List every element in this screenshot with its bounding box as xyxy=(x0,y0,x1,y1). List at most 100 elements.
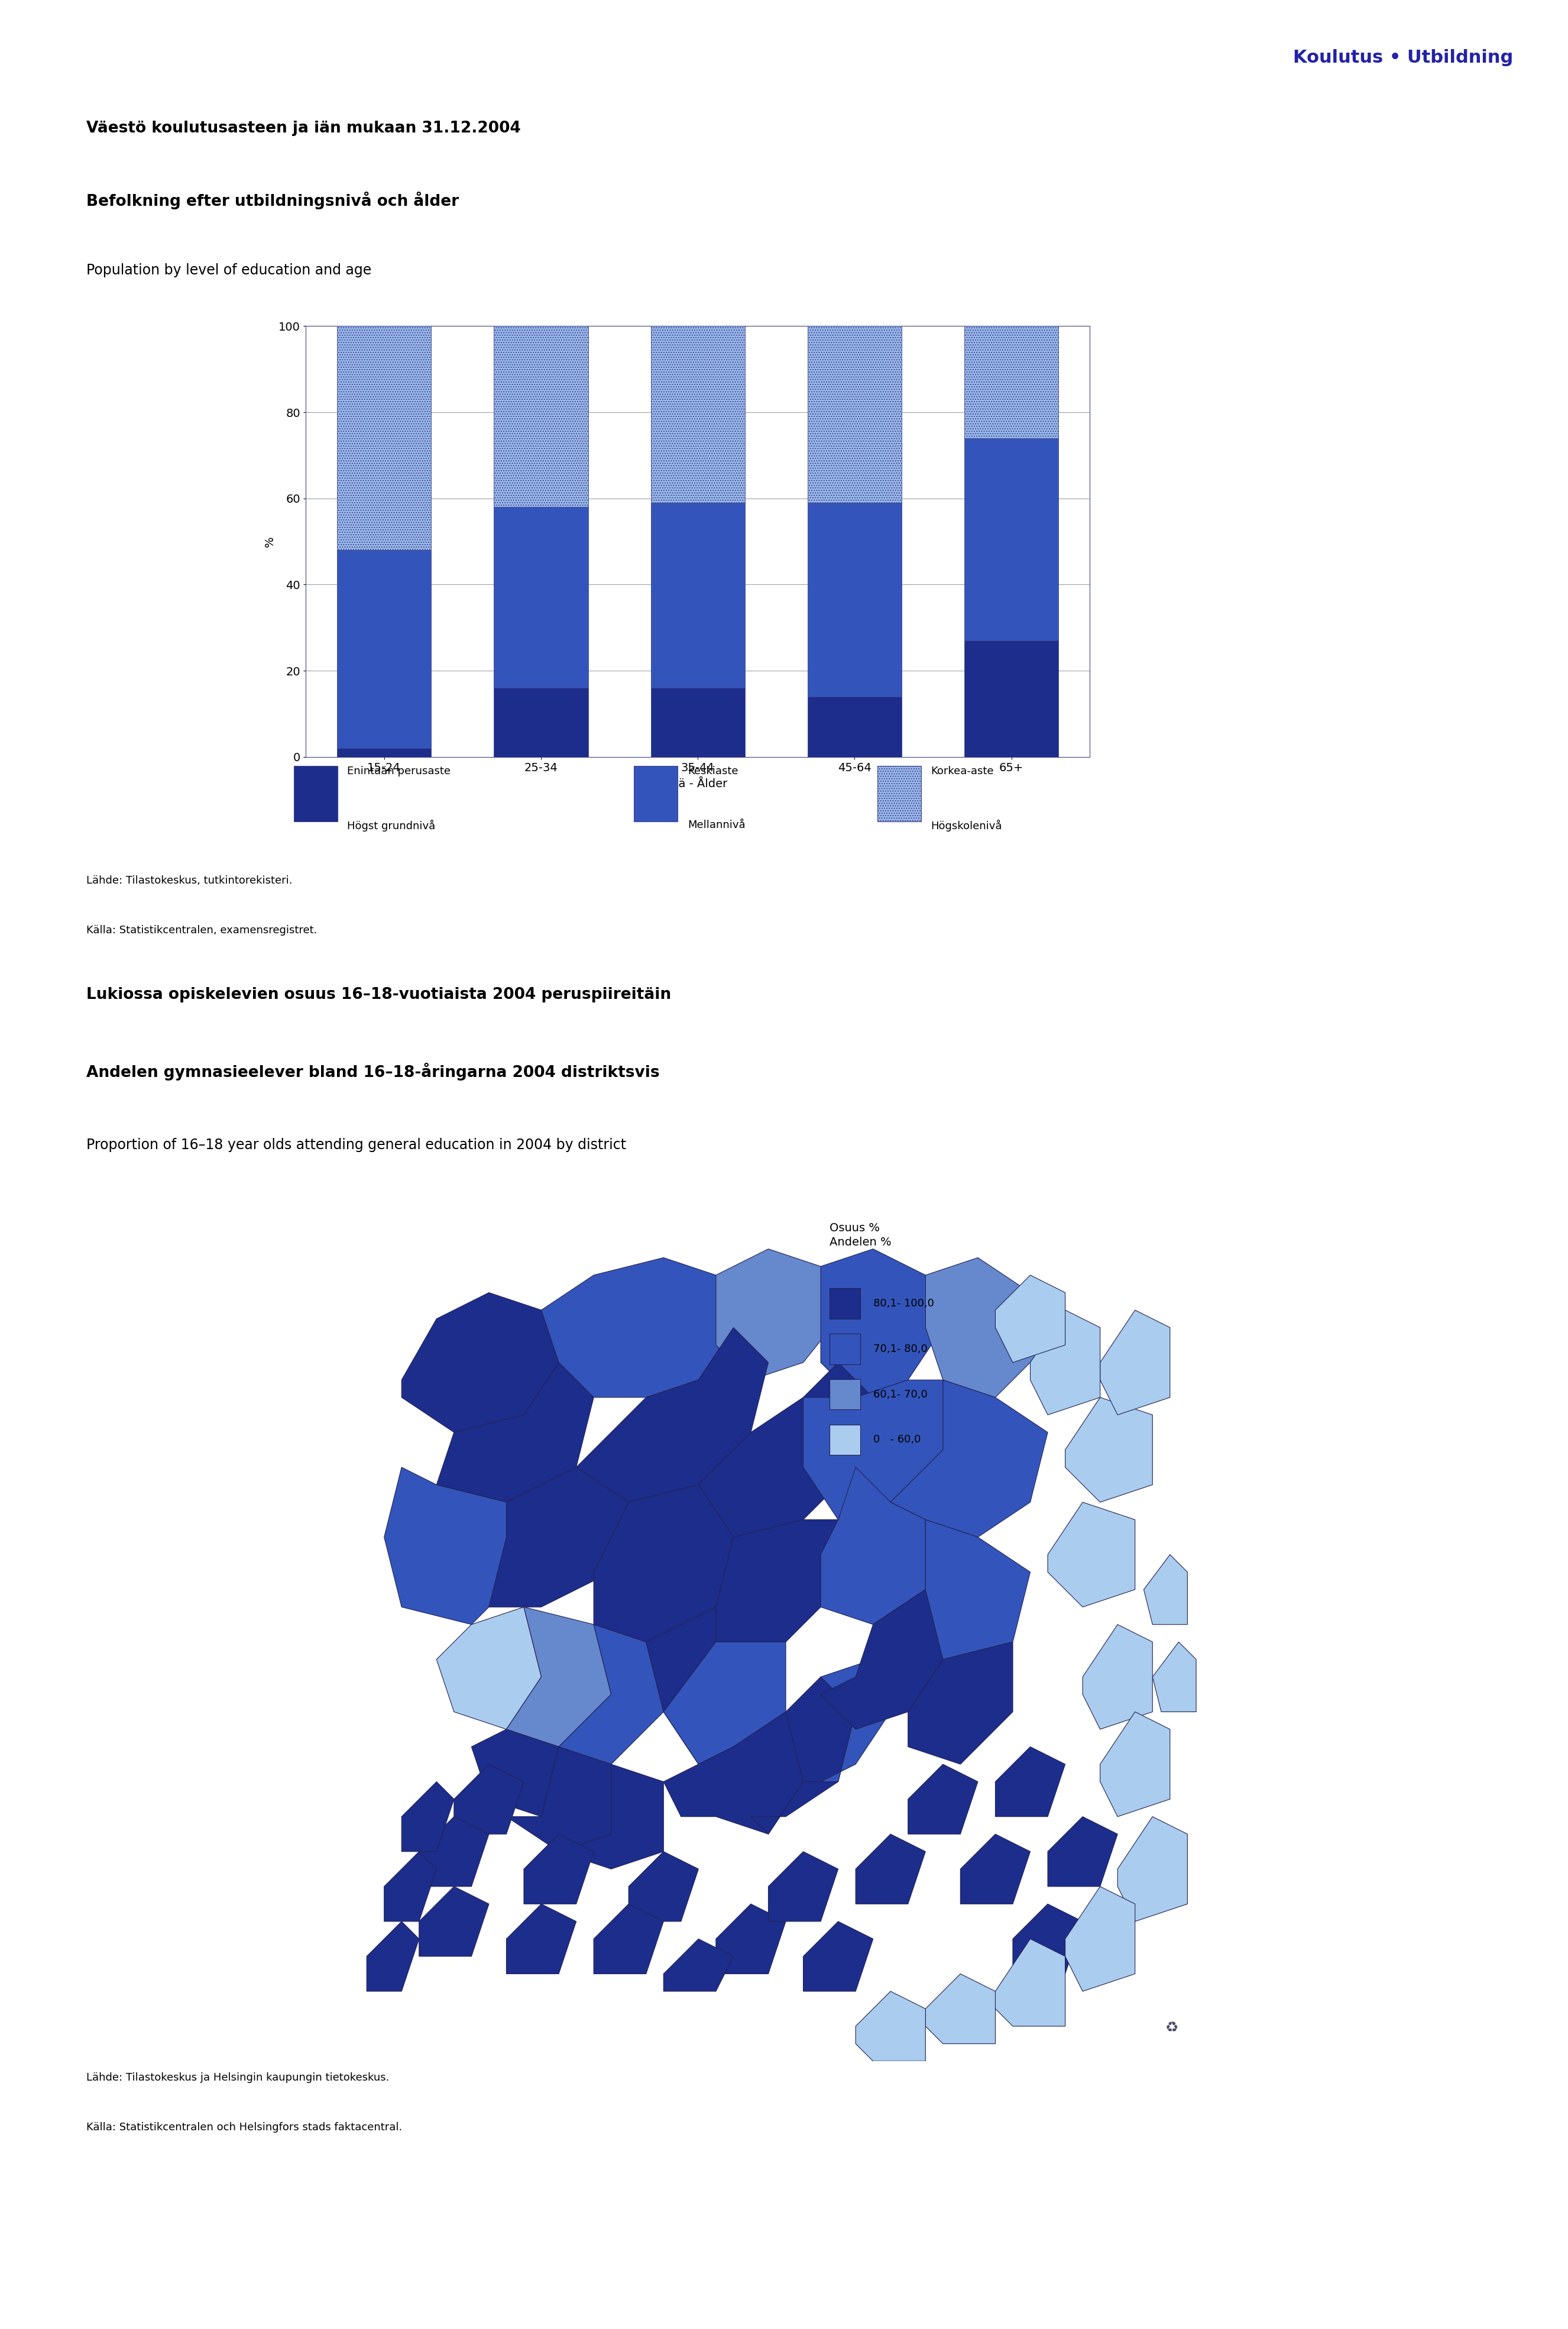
Polygon shape xyxy=(856,1991,925,2061)
Bar xyxy=(337,326,431,550)
Polygon shape xyxy=(908,1765,978,1835)
Polygon shape xyxy=(996,1276,1065,1362)
FancyBboxPatch shape xyxy=(633,766,677,822)
Polygon shape xyxy=(803,1921,873,1991)
Bar xyxy=(651,503,745,687)
Text: 70,1- 80,0: 70,1- 80,0 xyxy=(873,1344,927,1353)
Polygon shape xyxy=(820,1248,942,1397)
Bar xyxy=(494,508,588,687)
Text: 60,1- 70,0: 60,1- 70,0 xyxy=(873,1388,927,1400)
Polygon shape xyxy=(594,1905,663,1975)
Polygon shape xyxy=(524,1835,594,1905)
Polygon shape xyxy=(1013,1905,1082,1975)
Y-axis label: %: % xyxy=(263,536,276,547)
Polygon shape xyxy=(506,1607,612,1747)
Polygon shape xyxy=(717,1519,839,1642)
Polygon shape xyxy=(419,1886,489,1956)
Polygon shape xyxy=(1082,1626,1152,1728)
Text: 80,1- 100,0: 80,1- 100,0 xyxy=(873,1297,935,1309)
Polygon shape xyxy=(996,1938,1065,2026)
Text: Mellannivå: Mellannivå xyxy=(687,820,745,829)
Text: Koulutus • Utbildning: Koulutus • Utbildning xyxy=(1294,49,1513,65)
FancyBboxPatch shape xyxy=(829,1425,859,1456)
Bar xyxy=(494,326,588,508)
Polygon shape xyxy=(717,1905,786,1975)
Polygon shape xyxy=(1065,1397,1152,1502)
FancyBboxPatch shape xyxy=(829,1379,859,1409)
Text: Källa: Statistikcentralen, examensregistret.: Källa: Statistikcentralen, examensregist… xyxy=(86,925,317,936)
Polygon shape xyxy=(472,1728,558,1817)
Polygon shape xyxy=(558,1626,663,1765)
Bar xyxy=(337,748,431,757)
FancyBboxPatch shape xyxy=(293,766,337,822)
Polygon shape xyxy=(367,1921,419,1991)
Bar xyxy=(651,687,745,757)
Text: Osuus %
Andelen %: Osuus % Andelen % xyxy=(829,1223,891,1248)
Bar xyxy=(964,640,1058,757)
Text: 0   - 60,0: 0 - 60,0 xyxy=(873,1435,920,1444)
Polygon shape xyxy=(908,1642,1013,1765)
FancyBboxPatch shape xyxy=(829,1335,859,1365)
Polygon shape xyxy=(1047,1502,1135,1607)
Polygon shape xyxy=(1101,1309,1170,1414)
Polygon shape xyxy=(925,1258,1047,1397)
Text: Enintään perusaste: Enintään perusaste xyxy=(347,766,450,776)
Text: Keskiaste: Keskiaste xyxy=(687,766,739,776)
Polygon shape xyxy=(820,1467,925,1626)
FancyBboxPatch shape xyxy=(877,766,920,822)
Text: Lukiossa opiskelevien osuus 16–18-vuotiaista 2004 peruspiireitäin: Lukiossa opiskelevien osuus 16–18-vuotia… xyxy=(86,987,671,1001)
Polygon shape xyxy=(489,1467,629,1607)
Polygon shape xyxy=(1047,1817,1118,1886)
Polygon shape xyxy=(961,1835,1030,1905)
Polygon shape xyxy=(1065,1886,1135,1991)
Polygon shape xyxy=(663,1938,734,1991)
Polygon shape xyxy=(698,1362,873,1537)
Polygon shape xyxy=(768,1852,839,1921)
Text: Lähde: Tilastokeskus ja Helsingin kaupungin tietokeskus.: Lähde: Tilastokeskus ja Helsingin kaupun… xyxy=(86,2073,389,2082)
Polygon shape xyxy=(506,1747,612,1852)
Polygon shape xyxy=(1152,1642,1196,1712)
Polygon shape xyxy=(803,1658,891,1782)
Polygon shape xyxy=(436,1607,541,1728)
Polygon shape xyxy=(455,1765,524,1835)
Polygon shape xyxy=(803,1379,942,1519)
Polygon shape xyxy=(1143,1556,1187,1626)
FancyBboxPatch shape xyxy=(829,1288,859,1318)
Bar xyxy=(808,326,902,503)
Bar xyxy=(964,326,1058,438)
Polygon shape xyxy=(384,1852,436,1921)
Text: ♻: ♻ xyxy=(1165,2022,1179,2036)
Text: Högskolenivå: Högskolenivå xyxy=(930,820,1002,831)
Polygon shape xyxy=(401,1782,455,1852)
Polygon shape xyxy=(541,1258,734,1397)
Polygon shape xyxy=(436,1362,594,1502)
Polygon shape xyxy=(575,1328,768,1502)
Text: Andelen gymnasieelever bland 16–18-åringarna 2004 distriktsvis: Andelen gymnasieelever bland 16–18-åring… xyxy=(86,1062,660,1081)
Polygon shape xyxy=(646,1607,734,1765)
Polygon shape xyxy=(856,1835,925,1905)
Text: Population by level of education and age: Population by level of education and age xyxy=(86,263,372,277)
X-axis label: Ikä - Ålder: Ikä - Ålder xyxy=(668,778,728,790)
Text: Proportion of 16–18 year olds attending general education in 2004 by district: Proportion of 16–18 year olds attending … xyxy=(86,1139,626,1153)
Bar xyxy=(337,550,431,748)
Polygon shape xyxy=(558,1765,663,1868)
Polygon shape xyxy=(925,1975,996,2045)
Polygon shape xyxy=(891,1379,1047,1537)
Text: 163: 163 xyxy=(1482,2278,1513,2292)
Polygon shape xyxy=(820,1588,942,1728)
Bar xyxy=(808,503,902,696)
Bar xyxy=(651,326,745,503)
Polygon shape xyxy=(1030,1309,1101,1414)
Bar xyxy=(964,438,1058,640)
Text: Högst grundnivå: Högst grundnivå xyxy=(347,820,436,831)
Polygon shape xyxy=(506,1905,575,1975)
Polygon shape xyxy=(1118,1817,1187,1921)
Text: Korkea-aste: Korkea-aste xyxy=(930,766,994,776)
Polygon shape xyxy=(419,1817,489,1886)
Polygon shape xyxy=(401,1293,558,1432)
Text: Helsingin kaupungin tilastollinen vuosikirja 2006 • Helsingfors stads statistisk: Helsingin kaupungin tilastollinen vuosik… xyxy=(367,2278,1013,2292)
Polygon shape xyxy=(751,1677,856,1835)
Polygon shape xyxy=(594,1486,734,1642)
Text: Lähde: Tilastokeskus, tutkintorekisteri.: Lähde: Tilastokeskus, tutkintorekisteri. xyxy=(86,876,292,885)
Text: Väestö koulutusasteen ja iän mukaan 31.12.2004: Väestö koulutusasteen ja iän mukaan 31.1… xyxy=(86,121,521,135)
